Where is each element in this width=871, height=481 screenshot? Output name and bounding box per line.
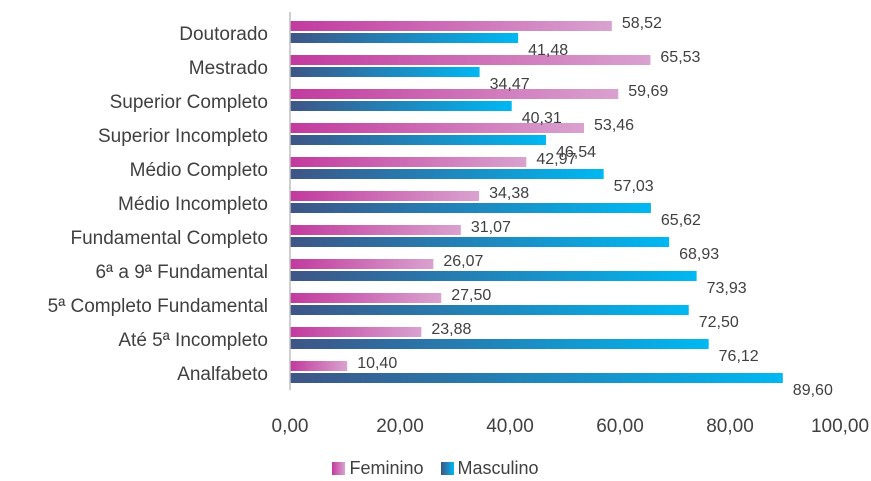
bar-feminino-superior-incompleto <box>290 123 585 133</box>
legend: Feminino Masculino <box>0 458 871 480</box>
category-label-mestrado: Mestrado <box>189 58 268 79</box>
bars-group <box>290 21 783 383</box>
category-label-superior-incompleto: Superior Incompleto <box>98 126 268 147</box>
value-label-feminino-5-completo-fundamental: 27,50 <box>451 287 491 304</box>
value-label-masculino-medio-incompleto: 65,62 <box>661 212 701 229</box>
value-label-masculino-superior-incompleto: 46,54 <box>556 144 596 161</box>
x-tick-labels: 0,00 20,00 40,00 60,00 80,00 100,00 <box>272 416 870 437</box>
bar-feminino-medio-completo <box>290 157 527 167</box>
category-label-superior-completo: Superior Completo <box>110 92 268 113</box>
value-label-feminino-superior-incompleto: 53,46 <box>594 117 634 134</box>
bar-masculino-6-a-9-fundamental <box>290 271 697 281</box>
bar-feminino-doutorado <box>290 21 612 31</box>
category-label-medio-completo: Médio Completo <box>130 160 268 181</box>
category-label-5-completo-fundamental: 5ª Completo Fundamental <box>48 296 268 317</box>
x-tick-label: 80,00 <box>706 416 754 437</box>
legend-swatch-masculino <box>440 462 454 475</box>
category-label-analfabeto: Analfabeto <box>177 364 268 385</box>
value-label-masculino-medio-completo: 57,03 <box>614 178 654 195</box>
value-label-masculino-doutorado: 41,48 <box>528 42 568 59</box>
legend-label-feminino: Feminino <box>349 458 424 478</box>
bar-masculino-mestrado <box>290 67 480 77</box>
legend-swatch-feminino <box>332 462 346 475</box>
category-labels: Doutorado Mestrado Superior Completo Superi… <box>48 24 268 385</box>
x-tick-label: 60,00 <box>596 416 644 437</box>
bar-masculino-medio-completo <box>290 169 604 179</box>
value-label-masculino-5-completo-fundamental: 72,50 <box>699 314 739 331</box>
legend-item-masculino: Masculino <box>440 458 539 479</box>
value-label-masculino-6-a-9-fundamental: 73,93 <box>707 280 747 297</box>
bar-feminino-mestrado <box>290 55 651 65</box>
bar-masculino-superior-completo <box>290 101 512 111</box>
value-label-masculino-analfabeto: 89,60 <box>793 382 833 399</box>
value-label-feminino-medio-completo: 42,97 <box>536 151 576 168</box>
legend-label-masculino: Masculino <box>457 458 539 478</box>
bar-masculino-5-completo-fundamental <box>290 305 689 315</box>
value-label-masculino-fundamental-completo: 68,93 <box>679 246 719 263</box>
value-label-feminino-medio-incompleto: 34,38 <box>489 185 529 202</box>
value-label-feminino-fundamental-completo: 31,07 <box>471 219 511 236</box>
bar-feminino-superior-completo <box>290 89 619 99</box>
value-label-masculino-superior-completo: 40,31 <box>522 110 562 127</box>
value-label-feminino-superior-completo: 59,69 <box>628 83 668 100</box>
x-tick-label: 100,00 <box>811 416 869 437</box>
category-label-medio-incompleto: Médio Incompleto <box>118 194 268 215</box>
value-label-masculino-ate-5-incompleto: 76,12 <box>719 348 759 365</box>
value-label-feminino-mestrado: 65,53 <box>660 49 700 66</box>
value-label-feminino-analfabeto: 10,40 <box>357 355 397 372</box>
x-tick-label: 0,00 <box>272 416 309 437</box>
bar-feminino-ate-5-incompleto <box>290 327 422 337</box>
bar-feminino-fundamental-completo <box>290 225 461 235</box>
bar-feminino-5-completo-fundamental <box>290 293 442 303</box>
x-tick-label: 20,00 <box>376 416 424 437</box>
bar-masculino-doutorado <box>290 33 519 43</box>
category-label-ate-5-incompleto: Até 5ª Incompleto <box>118 330 268 351</box>
bar-masculino-medio-incompleto <box>290 203 651 213</box>
value-labels: 58,52 41,48 65,53 34,47 59,69 40,31 53,46 46,54… <box>357 15 833 399</box>
value-label-masculino-mestrado: 34,47 <box>490 76 530 93</box>
value-label-feminino-doutorado: 58,52 <box>622 15 662 32</box>
value-label-feminino-6-a-9-fundamental: 26,07 <box>443 253 483 270</box>
category-label-fundamental-completo: Fundamental Completo <box>71 228 269 249</box>
category-label-doutorado: Doutorado <box>179 24 268 45</box>
category-label-6-a-9-fundamental: 6ª a 9ª Fundamental <box>95 262 268 283</box>
bar-masculino-analfabeto <box>290 373 783 383</box>
bar-feminino-analfabeto <box>290 361 348 371</box>
x-tick-label: 40,00 <box>486 416 534 437</box>
bar-feminino-medio-incompleto <box>290 191 480 201</box>
bar-masculino-superior-incompleto <box>290 135 546 145</box>
legend-item-feminino: Feminino <box>332 458 423 479</box>
bar-feminino-6-a-9-fundamental <box>290 259 434 269</box>
value-label-feminino-ate-5-incompleto: 23,88 <box>431 321 471 338</box>
bar-masculino-fundamental-completo <box>290 237 670 247</box>
bar-masculino-ate-5-incompleto <box>290 339 709 349</box>
